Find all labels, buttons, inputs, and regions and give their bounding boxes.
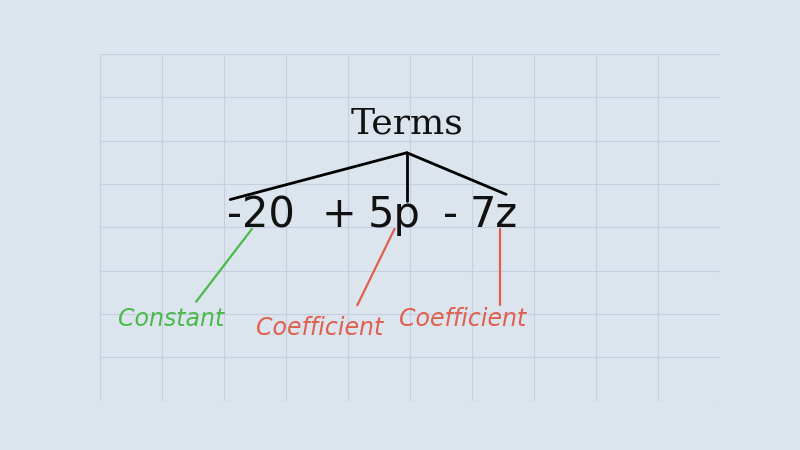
Text: +: + [322,194,356,236]
Text: Constant: Constant [118,307,225,331]
Text: Terms: Terms [350,106,463,140]
Text: -20: -20 [227,194,295,236]
Text: Coefficient: Coefficient [399,307,526,331]
Text: -: - [443,194,458,236]
Text: 5p: 5p [368,194,421,236]
Text: Coefficient: Coefficient [257,316,384,340]
Text: 7z: 7z [470,194,518,236]
